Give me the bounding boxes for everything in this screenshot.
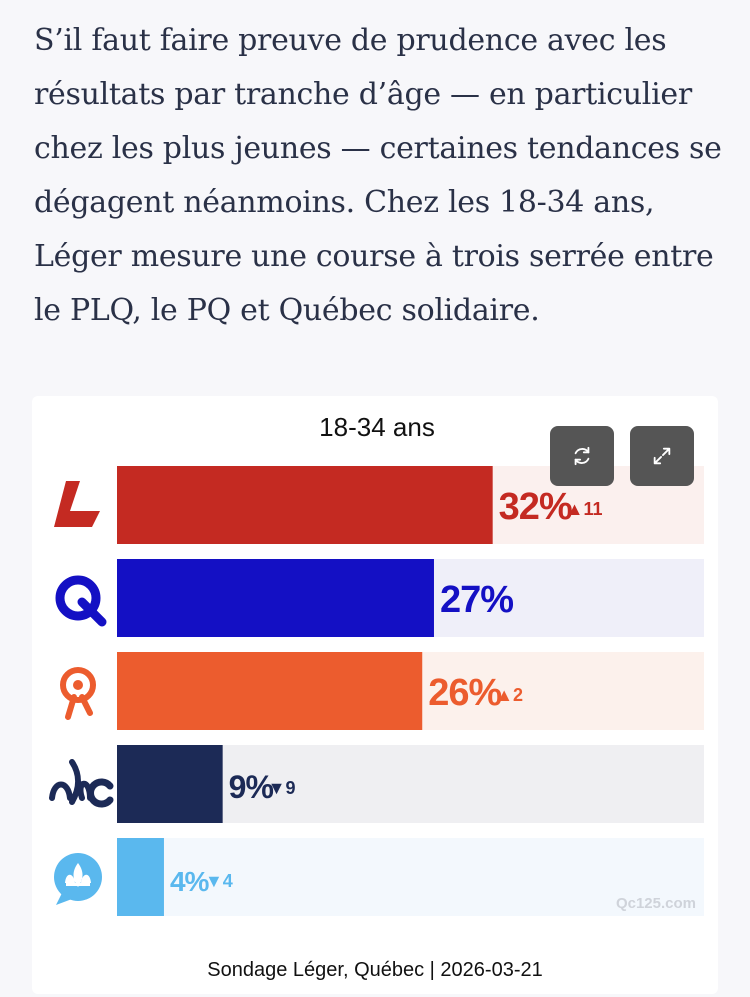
chart-title: 18-34 ans [319, 412, 435, 442]
caq-logo-icon [49, 759, 114, 808]
bar-value-label: 9% [229, 769, 274, 805]
bar-pcq [117, 838, 164, 916]
bar-track [117, 838, 704, 916]
pcq-logo-icon [54, 853, 102, 905]
article-line: le PLQ, le PQ et Québec solidaire. [34, 293, 540, 328]
expand-chart-button[interactable] [630, 426, 694, 486]
change-indicator: ▲11 [566, 499, 603, 519]
expand-icon [653, 447, 671, 465]
article-paragraph: S’il faut faire preuve de prudence avec … [34, 14, 734, 338]
chart-source: Sondage Léger, Québec | 2026-03-21 [207, 959, 542, 981]
refresh-icon [574, 446, 590, 466]
bar-caq [117, 745, 223, 823]
pq-logo-icon [55, 575, 107, 627]
watermark: Qc125.com [616, 895, 696, 912]
article-line: chez les plus jeunes — certaines tendanc… [34, 131, 722, 166]
article-line: Léger mesure une course à trois serrée e… [34, 239, 714, 274]
bar-value-label: 4% [170, 866, 210, 897]
change-indicator: ▲2 [495, 685, 523, 705]
change-indicator: ▼4 [205, 871, 233, 891]
bar-pq [117, 559, 434, 637]
change-indicator: ▼9 [268, 778, 296, 798]
poll-bar-chart: 18-34 ans 32%▲11 27% 26%▲2 9%▼9 4%▼4 Qc125.com… [49, 412, 704, 981]
bar-plq [117, 466, 493, 544]
refresh-chart-button[interactable] [550, 426, 614, 486]
bar-value-label: 26% [428, 672, 501, 714]
article-line: dégagent néanmoins. Chez les 18-34 ans, [34, 185, 655, 220]
plq-logo-icon [54, 481, 100, 527]
bar-value-label: 27% [440, 579, 513, 621]
article-line: S’il faut faire preuve de prudence avec … [34, 23, 667, 58]
chart-card: 18-34 ans 32% ▲11 27% 26% ▲2 9% ▼9 4% ▼4 Qc125.com… [32, 396, 718, 994]
qs-logo-icon [60, 667, 96, 720]
article-line: résultats par tranche d’âge — en particu… [34, 77, 692, 112]
bar-qs [117, 652, 423, 730]
bar-value-label: 32% [499, 486, 572, 528]
